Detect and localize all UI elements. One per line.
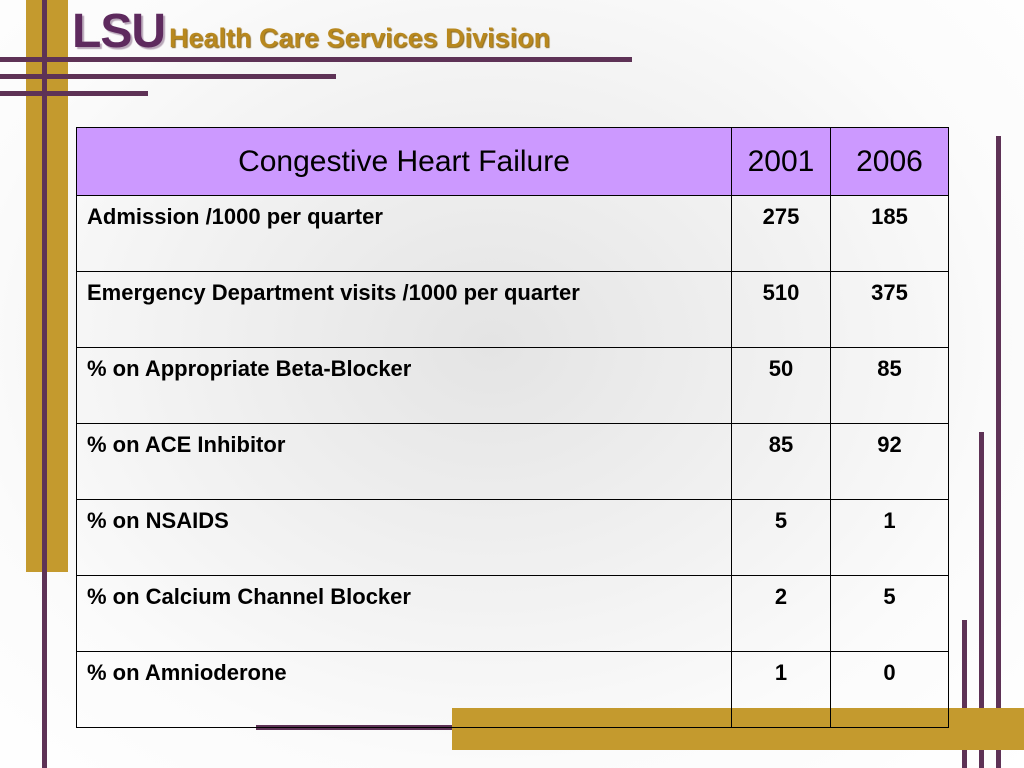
chf-outcomes-table: Congestive Heart Failure 2001 2006 Admis… xyxy=(76,127,949,728)
row-label: % on Amnioderone xyxy=(76,651,732,728)
table-row: % on Appropriate Beta-Blocker 50 85 xyxy=(76,347,949,424)
row-label: % on NSAIDS xyxy=(76,499,732,576)
cell-2001: 510 xyxy=(731,271,831,348)
table-row: Emergency Department visits /1000 per qu… xyxy=(76,271,949,348)
cell-2006: 85 xyxy=(830,347,949,424)
purple-left-vertical-line xyxy=(42,0,47,768)
row-label: Admission /1000 per quarter xyxy=(76,195,732,272)
cell-2001: 2 xyxy=(731,575,831,652)
table-row: % on NSAIDS 5 1 xyxy=(76,499,949,576)
cell-2001: 50 xyxy=(731,347,831,424)
row-label: Emergency Department visits /1000 per qu… xyxy=(76,271,732,348)
cell-2001: 1 xyxy=(731,651,831,728)
gold-left-bar xyxy=(26,0,68,572)
cell-2006: 0 xyxy=(830,651,949,728)
cell-2006: 185 xyxy=(830,195,949,272)
cell-2006: 5 xyxy=(830,575,949,652)
purple-horizontal-line-2 xyxy=(0,74,336,79)
lsu-logo-text: LSU xyxy=(72,5,166,58)
purple-right-vertical-line-1 xyxy=(996,136,1001,768)
purple-right-vertical-line-2 xyxy=(979,432,984,768)
row-label: % on ACE Inhibitor xyxy=(76,423,732,500)
table-row: % on ACE Inhibitor 85 92 xyxy=(76,423,949,500)
cell-2001: 275 xyxy=(731,195,831,272)
slide-header: LSU Health Care Services Division xyxy=(72,4,550,59)
cell-2006: 375 xyxy=(830,271,949,348)
purple-horizontal-line-3 xyxy=(0,91,148,96)
row-label: % on Calcium Channel Blocker xyxy=(76,575,732,652)
header-condition: Congestive Heart Failure xyxy=(76,127,732,196)
header-year-2006: 2006 xyxy=(830,127,949,196)
cell-2001: 85 xyxy=(731,423,831,500)
cell-2006: 1 xyxy=(830,499,949,576)
purple-horizontal-line-1 xyxy=(0,57,632,62)
table-row: % on Calcium Channel Blocker 2 5 xyxy=(76,575,949,652)
cell-2001: 5 xyxy=(731,499,831,576)
purple-right-vertical-line-3 xyxy=(962,620,967,768)
table-header-row: Congestive Heart Failure 2001 2006 xyxy=(76,127,949,196)
cell-2006: 92 xyxy=(830,423,949,500)
table-row: % on Amnioderone 1 0 xyxy=(76,651,949,728)
header-year-2001: 2001 xyxy=(731,127,831,196)
division-title: Health Care Services Division xyxy=(169,23,551,53)
row-label: % on Appropriate Beta-Blocker xyxy=(76,347,732,424)
table-row: Admission /1000 per quarter 275 185 xyxy=(76,195,949,272)
